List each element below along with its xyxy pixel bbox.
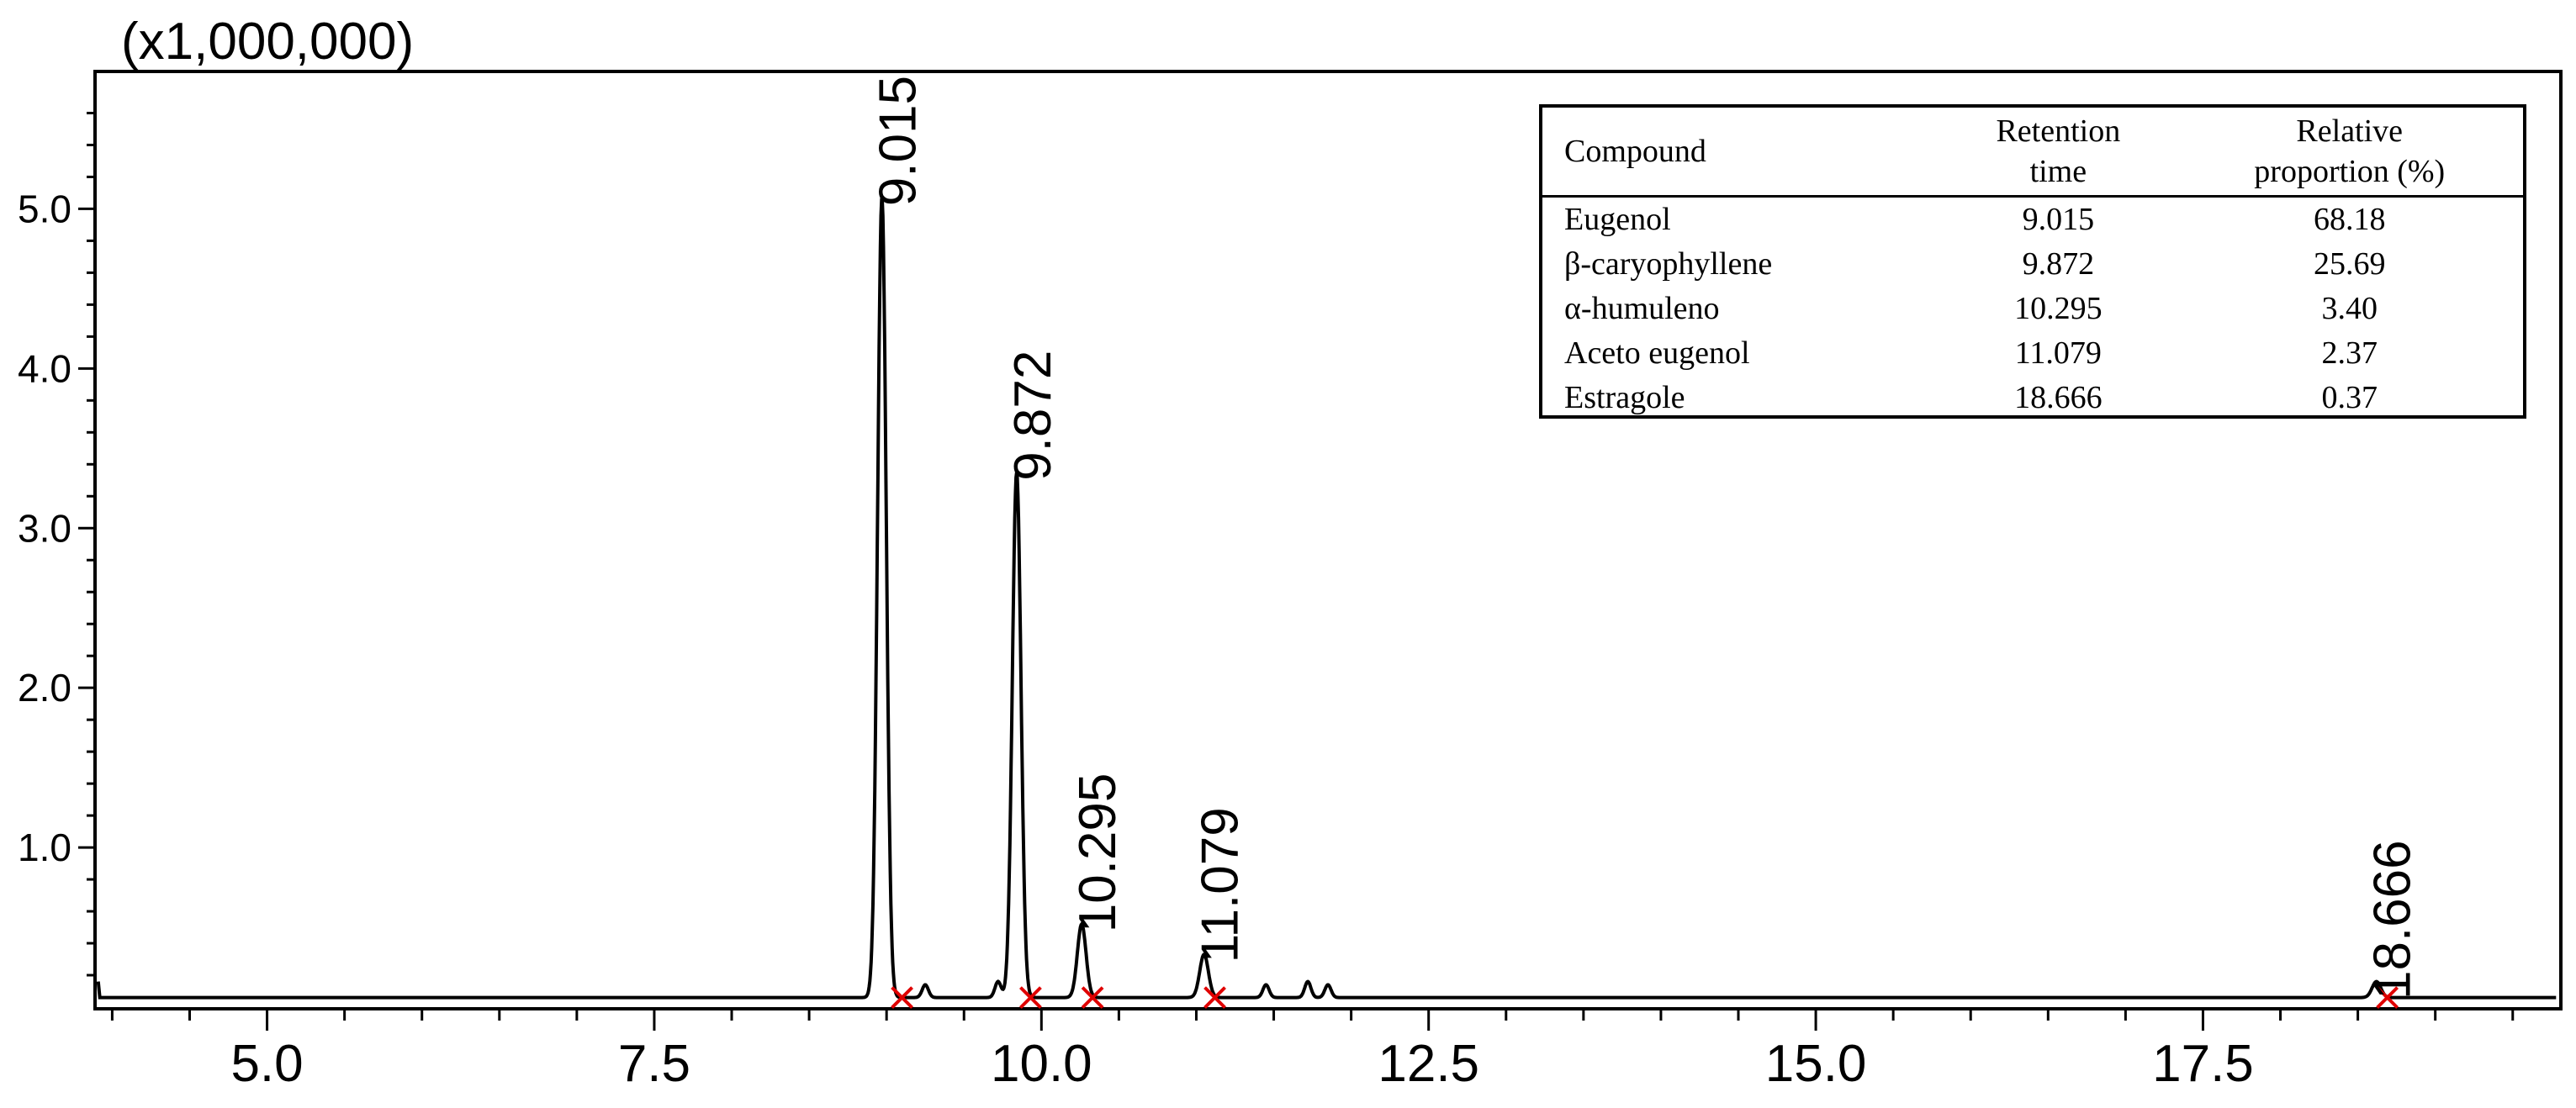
header-compound: Compound: [1542, 108, 1941, 198]
peak-label: 11.079: [1192, 807, 1250, 963]
integration-marker: [891, 986, 913, 1010]
x-tick-label: 15.0: [1765, 1035, 1867, 1093]
compound-name: α-humuleno: [1564, 291, 1720, 326]
relative-proportion: 0.37: [2321, 380, 2378, 415]
retention-time: 10.295: [2014, 291, 2103, 326]
y-tick-label: 2.0: [18, 666, 71, 710]
peak-label: 9.872: [1004, 351, 1062, 481]
y-axis: 1.0 2.0 3.0 4.0 5.0: [18, 111, 97, 977]
compound-table: Compound Retention time Relative proportio…: [1539, 104, 2526, 419]
y-tick-label: 5.0: [18, 187, 71, 230]
compound-name: Eugenol: [1564, 202, 1671, 237]
x-tick-label: 7.5: [618, 1035, 690, 1093]
relative-proportion: 68.18: [2313, 202, 2386, 237]
x-tick-label: 5.0: [230, 1035, 303, 1093]
integration-marker: [2376, 986, 2399, 1010]
table-row: Eugenol 9.015 68.18: [1542, 197, 2523, 243]
relative-proportion: 3.40: [2321, 291, 2378, 326]
table-row: Estragole 18.666 0.37: [1542, 376, 2523, 420]
peak-label: 9.015: [870, 76, 928, 206]
x-axis: 5.0 7.5 10.0 12.5 15.0 17.5: [110, 1007, 2515, 1093]
relative-proportion: 25.69: [2313, 246, 2386, 282]
header-relative-proportion: Relative proportion (%): [2176, 108, 2523, 198]
y-tick-label: 4.0: [18, 346, 71, 390]
peak-labels: 9.015 9.872 10.295 11.079 18.666: [870, 76, 2422, 1000]
compound-name: β-caryophyllene: [1564, 246, 1773, 282]
table-row: α-humuleno 10.295 3.40: [1542, 287, 2523, 331]
table-row: Aceto eugenol 11.079 2.37: [1542, 331, 2523, 376]
retention-time: 18.666: [2014, 380, 2103, 415]
integration-marker: [1019, 986, 1042, 1010]
x-tick-label: 10.0: [991, 1035, 1092, 1093]
retention-time: 9.872: [2022, 246, 2095, 282]
retention-time: 9.015: [2022, 202, 2095, 237]
y-multiplier-label: (x1,000,000): [121, 13, 415, 71]
peak-label: 10.295: [1069, 773, 1127, 933]
table-row: β-caryophyllene 9.872 25.69: [1542, 242, 2523, 287]
compound-name: Estragole: [1564, 380, 1685, 415]
table-header-row: Compound Retention time Relative proportio…: [1542, 108, 2523, 198]
y-tick-label: 3.0: [18, 506, 71, 550]
retention-time: 11.079: [2014, 335, 2102, 371]
x-tick-label: 12.5: [1378, 1035, 1479, 1093]
integration-marker: [1203, 986, 1226, 1010]
compound-name: Aceto eugenol: [1564, 335, 1750, 371]
header-retention-time: Retention time: [1940, 108, 2177, 198]
integration-marker: [1081, 986, 1104, 1010]
integration-markers: [891, 986, 2399, 1010]
chromatogram-trace: [96, 198, 2557, 1000]
peak-label: 18.666: [2364, 840, 2422, 1000]
x-tick-label: 17.5: [2152, 1035, 2254, 1093]
y-tick-label: 1.0: [18, 826, 71, 869]
plot-frame: [93, 70, 2563, 1010]
relative-proportion: 2.37: [2321, 335, 2378, 371]
